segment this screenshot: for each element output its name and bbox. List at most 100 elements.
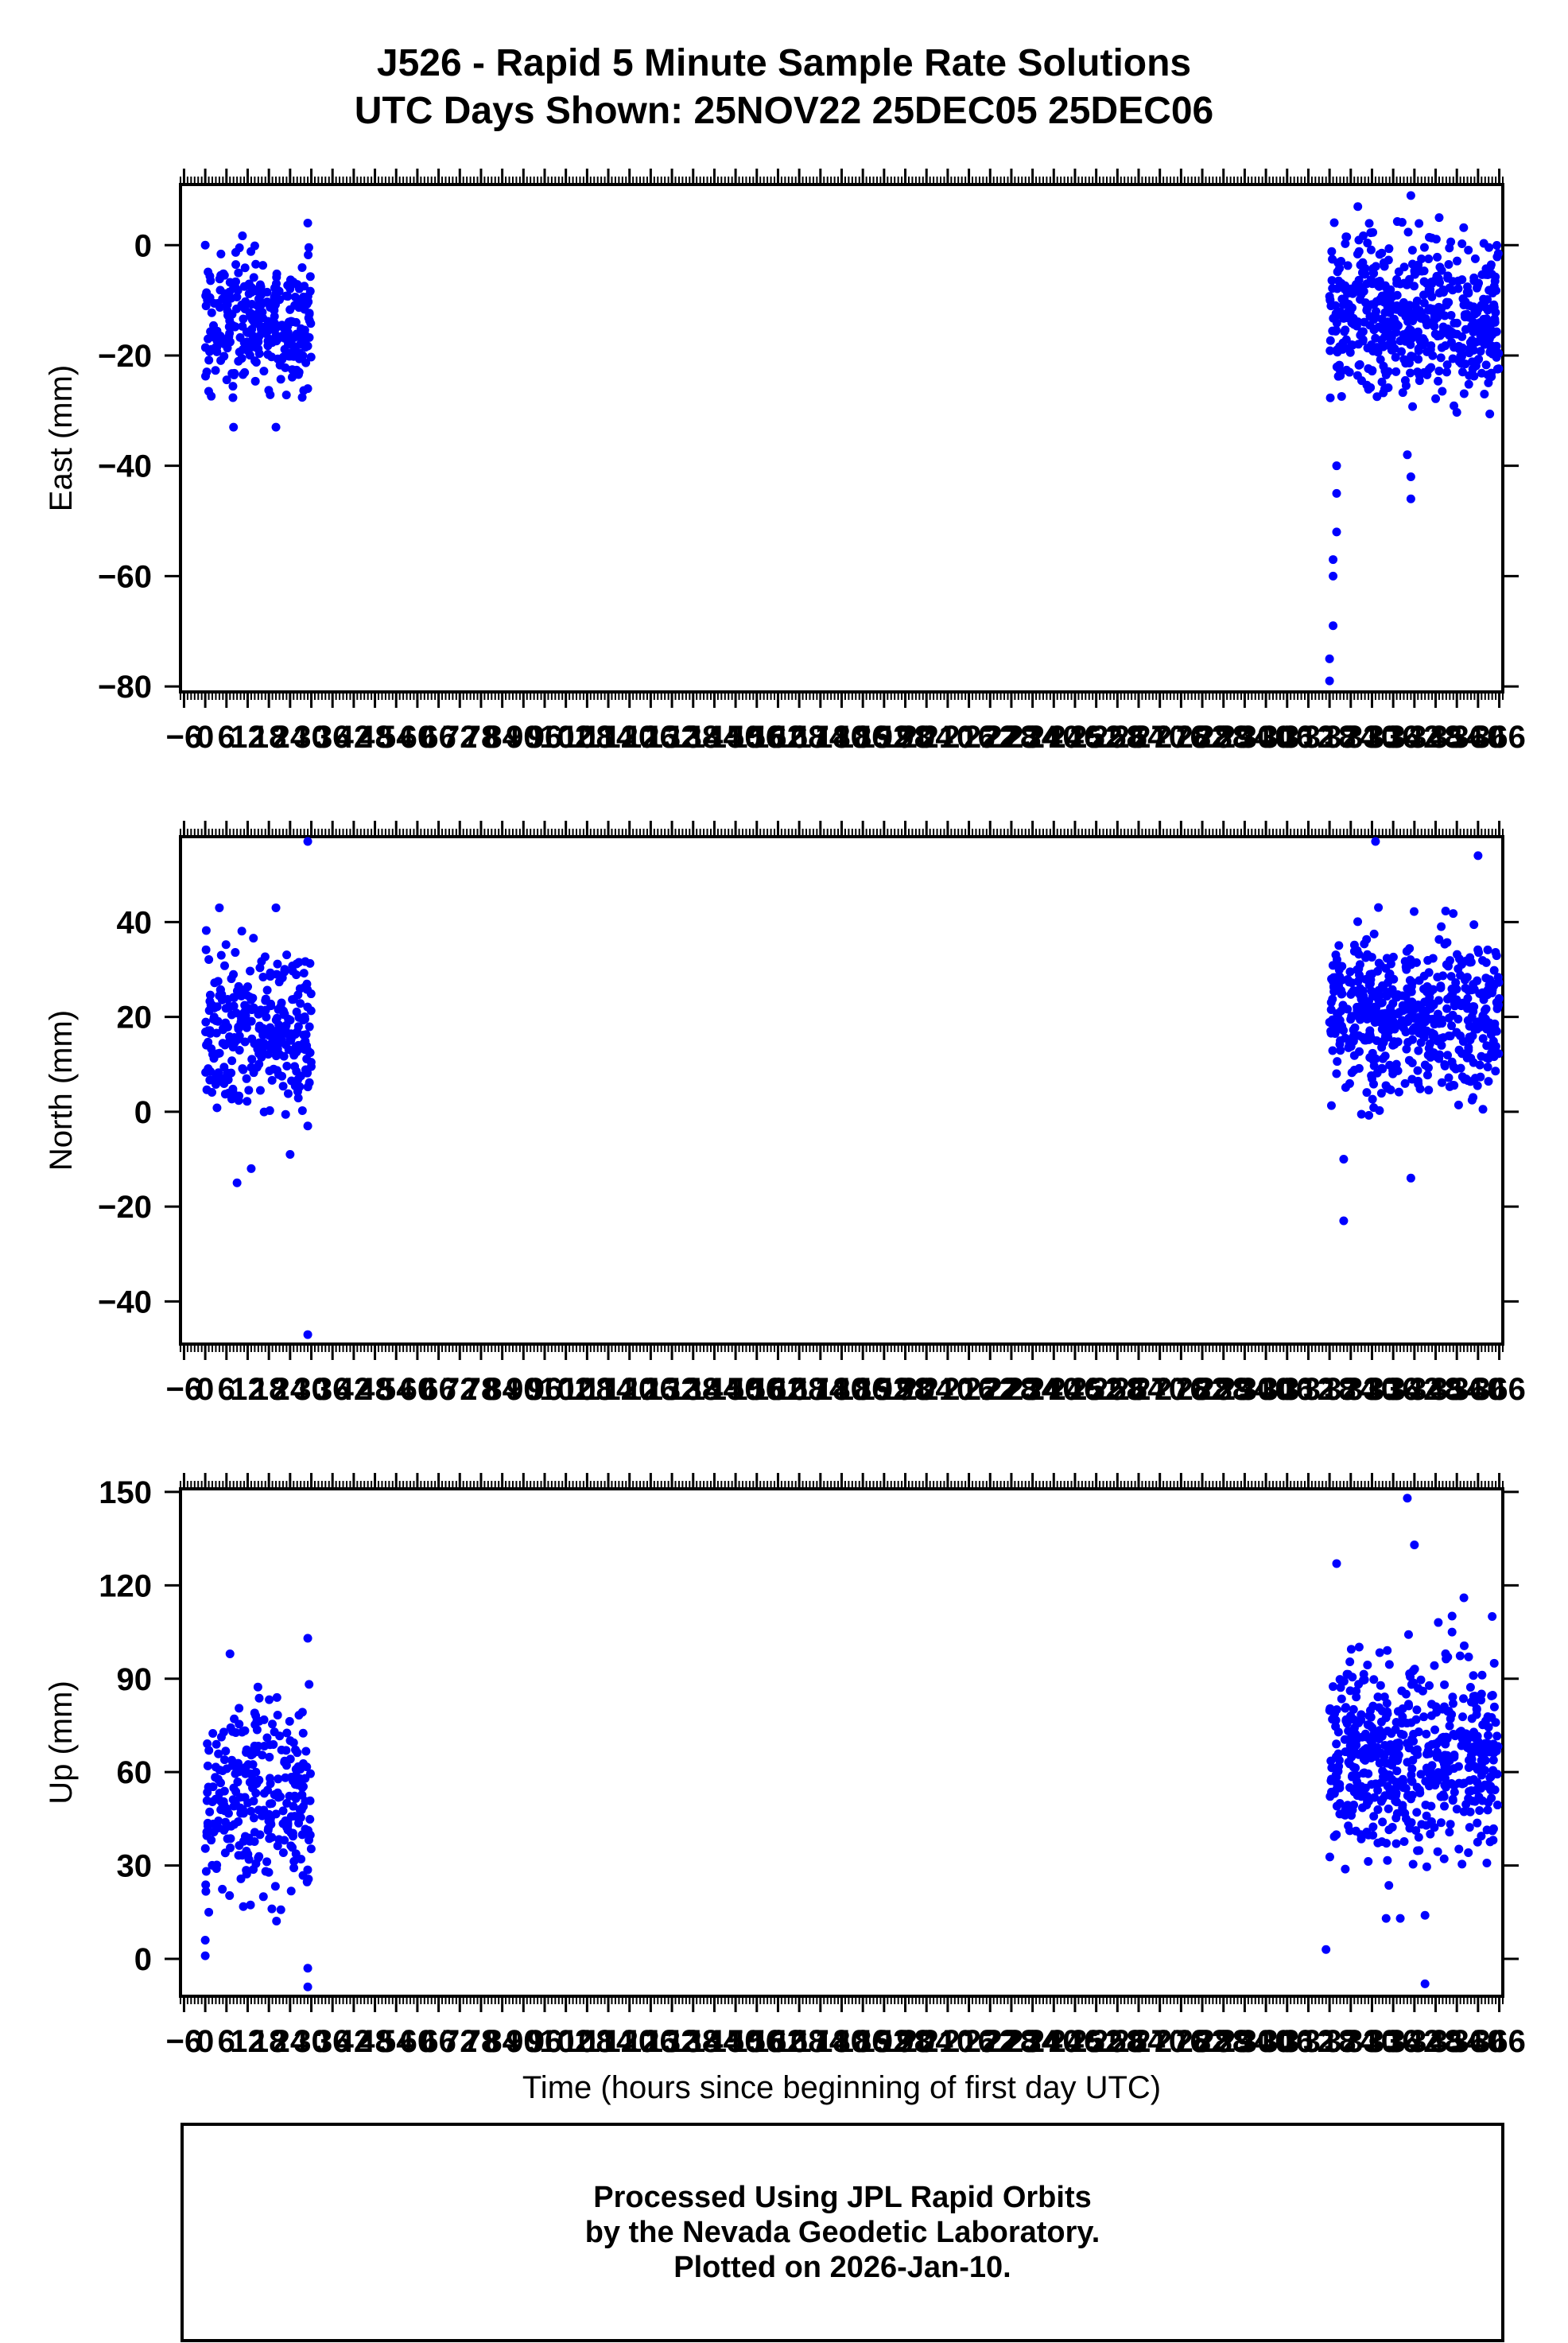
x-tick-label: 162 [751, 1372, 805, 1407]
data-point [1332, 362, 1341, 371]
x-tick-label: 264 [1112, 1372, 1166, 1407]
data-point [1489, 1702, 1499, 1712]
data-point [204, 1907, 214, 1917]
data-point [229, 993, 239, 1002]
data-point [1325, 676, 1334, 686]
data-point [1369, 1675, 1379, 1684]
data-point [1422, 1729, 1431, 1739]
x-tick-label: 108 [561, 720, 614, 755]
data-point [202, 1796, 212, 1805]
data-point [215, 1048, 224, 1058]
x-tick-label: 108 [561, 1372, 614, 1407]
x-tick-label: −6 [166, 2024, 203, 2059]
data-point [301, 299, 310, 309]
data-point [297, 1783, 307, 1793]
data-point [228, 1727, 238, 1736]
data-point [1391, 1839, 1401, 1848]
data-point [246, 309, 256, 318]
data-point [291, 317, 301, 327]
plot-frame [179, 835, 1504, 1346]
data-point [266, 968, 275, 977]
data-point [1372, 1036, 1381, 1045]
y-tick-label: −40 [98, 1284, 152, 1319]
data-point [1388, 1754, 1398, 1763]
data-point [1446, 972, 1456, 981]
x-tick-label: 192 [857, 2024, 910, 2059]
data-point [301, 1065, 310, 1074]
data-point [228, 393, 238, 402]
data-point [272, 1692, 281, 1702]
x-tick-label: 90 [506, 720, 541, 755]
data-point [226, 1843, 235, 1852]
data-point [204, 1746, 214, 1755]
data-point [1483, 1805, 1492, 1815]
data-point [216, 270, 226, 280]
data-point [306, 1844, 316, 1854]
data-point [289, 1856, 299, 1866]
data-point [1361, 953, 1371, 962]
data-point [1475, 1806, 1485, 1816]
data-point [240, 1037, 250, 1047]
x-tick-label: 210 [922, 1372, 975, 1407]
data-point [1440, 1680, 1450, 1689]
data-point [1472, 283, 1481, 293]
data-point [279, 1010, 289, 1020]
data-point [1473, 976, 1482, 985]
data-point [1485, 410, 1495, 419]
data-point [1379, 388, 1388, 398]
data-point [212, 1739, 221, 1749]
data-point [281, 1746, 291, 1755]
x-tick-label: 30 [293, 2024, 329, 2059]
data-point [1481, 270, 1490, 279]
data-point [1330, 981, 1340, 990]
data-point [254, 1693, 264, 1703]
data-point [1369, 929, 1379, 938]
plot-frame [179, 1487, 1504, 1998]
data-point [297, 1805, 306, 1815]
data-point [1416, 313, 1426, 323]
data-point [1336, 1683, 1345, 1692]
data-point [1401, 962, 1411, 972]
x-tick-label: 330 [1345, 1372, 1399, 1407]
data-point [293, 1094, 303, 1103]
data-point [1341, 1864, 1350, 1874]
processing-info-box: Processed Using JPL Rapid Orbits by the … [180, 2123, 1504, 2342]
data-point [297, 262, 307, 272]
x-tick-label: 228 [985, 720, 1038, 755]
data-point [1425, 993, 1434, 1002]
data-point [282, 1798, 292, 1808]
data-point [1465, 953, 1475, 962]
x-minor-ticks [180, 1481, 1504, 2004]
data-point [1486, 1785, 1496, 1795]
data-point [233, 1758, 243, 1768]
data-point [203, 1761, 212, 1770]
data-point [291, 1745, 301, 1754]
data-point [1436, 1818, 1446, 1828]
data-point [223, 300, 232, 309]
data-point [1333, 1008, 1343, 1018]
data-point [221, 940, 231, 950]
data-point [1393, 1037, 1403, 1047]
data-point [1452, 408, 1461, 418]
x-tick-label: 156 [730, 720, 783, 755]
x-tick-label: 180 [815, 2024, 868, 2059]
data-point [255, 1830, 265, 1840]
data-point [1363, 239, 1372, 248]
x-tick-label: 258 [1091, 1372, 1144, 1407]
data-point [1356, 376, 1366, 386]
data-point [1444, 1013, 1454, 1023]
data-point [1450, 1787, 1459, 1797]
data-point [1327, 1787, 1337, 1797]
data-point [1406, 368, 1415, 378]
data-point [1449, 1063, 1458, 1072]
x-tick-label: 120 [603, 2024, 656, 2059]
data-point [1448, 1794, 1457, 1804]
data-point [1349, 1762, 1358, 1772]
x-tick-label: 198 [879, 1372, 932, 1407]
data-point [1473, 1818, 1482, 1828]
data-point [281, 291, 291, 301]
y-tick-label: 0 [134, 1095, 152, 1130]
data-point [305, 272, 315, 282]
data-point [1492, 241, 1502, 251]
data-point [1333, 371, 1343, 381]
